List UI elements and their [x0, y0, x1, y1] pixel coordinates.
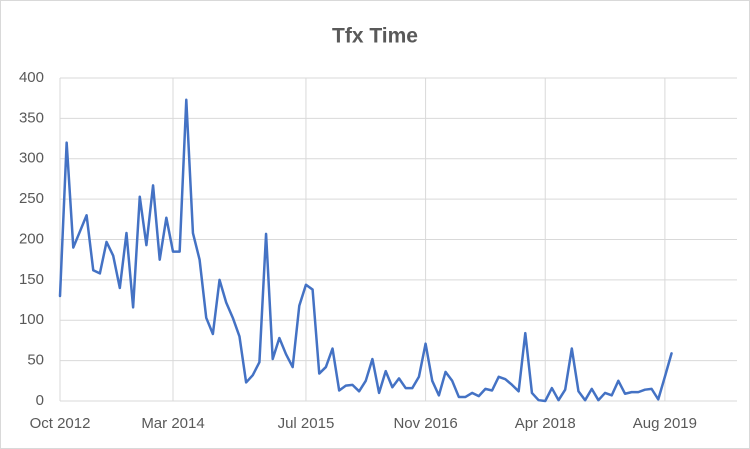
x-tick-label: Apr 2018	[515, 415, 576, 432]
y-tick-label: 0	[36, 392, 44, 409]
y-tick-label: 50	[27, 352, 44, 369]
y-tick-label: 300	[19, 150, 44, 167]
chart-title: Tfx Time	[332, 25, 418, 48]
y-tick-label: 100	[19, 311, 44, 328]
x-tick-label: Mar 2014	[141, 415, 204, 432]
y-tick-label: 200	[19, 230, 44, 247]
y-tick-label: 350	[19, 109, 44, 126]
y-tick-label: 250	[19, 190, 44, 207]
x-tick-label: Oct 2012	[30, 415, 91, 432]
x-tick-label: Nov 2016	[393, 415, 457, 432]
x-tick-label: Aug 2019	[633, 415, 697, 432]
y-tick-label: 400	[19, 69, 44, 86]
y-tick-label: 150	[19, 271, 44, 288]
data-line	[58, 98, 673, 403]
x-tick-label: Jul 2015	[278, 415, 335, 432]
